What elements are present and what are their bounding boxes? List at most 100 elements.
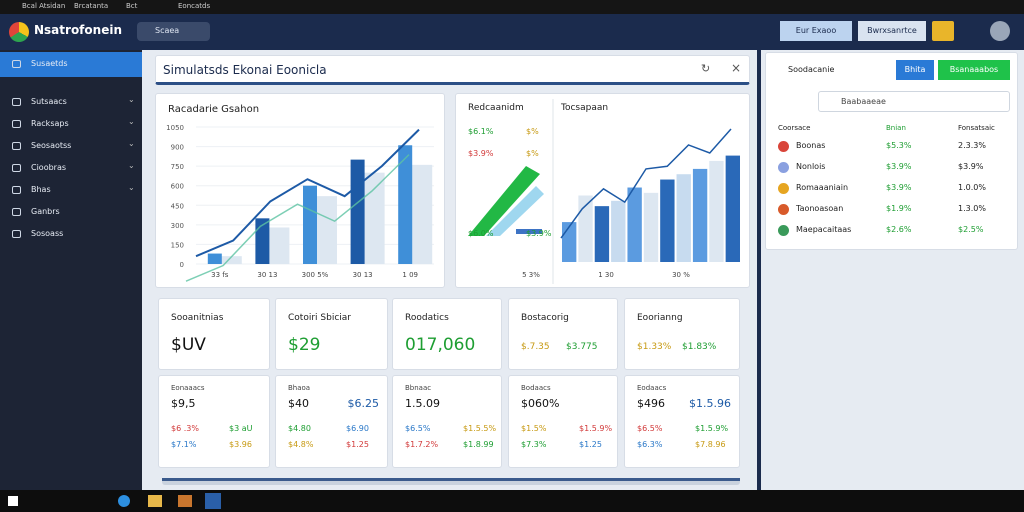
sidebar-item[interactable]: Racksaps ⌄ bbox=[0, 112, 142, 137]
app-icon[interactable] bbox=[118, 495, 130, 507]
kpi-small: $6 .3% bbox=[171, 424, 199, 433]
close-icon[interactable]: × bbox=[731, 61, 742, 75]
titlebar-text: Eoncatds bbox=[178, 2, 211, 10]
app-icon[interactable] bbox=[148, 495, 162, 507]
cell: $2.6% bbox=[886, 225, 912, 234]
titlebar: Bcal Atsidan Brcatanta Bct Eoncatds bbox=[0, 0, 1024, 14]
cell: Maepacaitaas bbox=[796, 225, 852, 234]
main-title: Simulatsds Ekonai Eoonicla bbox=[163, 63, 327, 77]
chevron: ⌄ bbox=[128, 161, 135, 170]
sidebar-item[interactable]: Bhas ⌄ bbox=[0, 178, 142, 203]
cell: 1.0.0% bbox=[958, 183, 986, 192]
kpi-small: $1.8.99 bbox=[463, 440, 494, 449]
row-icon bbox=[778, 183, 789, 194]
x-tick-label: 1 09 bbox=[402, 271, 418, 279]
label: $3.9% bbox=[468, 149, 494, 158]
kpi-small: $1.7.2% bbox=[405, 440, 439, 449]
icon-button[interactable] bbox=[932, 21, 954, 41]
app-icon[interactable] bbox=[205, 493, 221, 509]
sidebar-label: Sutsaacs bbox=[31, 97, 67, 106]
sidebar-item[interactable]: Sutsaacs ⌄ bbox=[0, 90, 142, 115]
button[interactable]: Bsanaaabos bbox=[938, 60, 1010, 80]
kpi-small: $1.25 bbox=[346, 440, 369, 449]
bar bbox=[315, 196, 337, 264]
bar bbox=[303, 185, 317, 264]
bar bbox=[410, 164, 433, 264]
cell: 1.3.0% bbox=[958, 204, 986, 213]
sidebar-label: Seosaotss bbox=[31, 141, 72, 150]
refresh-icon[interactable]: ↻ bbox=[701, 62, 711, 75]
taskbar bbox=[0, 490, 1024, 512]
column-header: Fonsatsaic bbox=[958, 124, 995, 132]
kpi-small: $6.3% bbox=[637, 440, 663, 449]
kpi-small: $1.5.9% bbox=[695, 424, 729, 433]
decoration bbox=[516, 229, 542, 234]
cell: $3.9% bbox=[886, 183, 912, 192]
bar bbox=[692, 168, 708, 262]
kpi-value: $9,5 bbox=[171, 397, 196, 410]
kpi-value: $40 bbox=[288, 397, 309, 410]
search-box[interactable]: Scaea bbox=[137, 22, 210, 41]
chevron: ⌄ bbox=[128, 183, 135, 192]
kpi-value: $29 bbox=[288, 335, 321, 355]
chart-title: Tocsapaan bbox=[560, 103, 608, 113]
start-icon[interactable] bbox=[8, 496, 18, 506]
sidebar-icon bbox=[12, 98, 21, 106]
x-tick-label: 5 3% bbox=[522, 271, 540, 279]
bar bbox=[660, 179, 675, 262]
button[interactable]: Bhita bbox=[896, 60, 934, 80]
cell: $3.9% bbox=[958, 162, 984, 171]
bar bbox=[725, 155, 740, 262]
chart-card: Redcaanidm Tocsapaan $6.1% $% $3.9% $% $6.0% $3… bbox=[455, 93, 750, 288]
kpi-title: Bodaacs bbox=[521, 384, 551, 392]
kpi-small: $4.8% bbox=[288, 440, 314, 449]
app-icon[interactable] bbox=[178, 495, 192, 507]
scrollbar[interactable] bbox=[162, 478, 740, 485]
bar bbox=[219, 256, 242, 264]
y-tick-label: 1050 bbox=[166, 124, 184, 132]
sidebar-label: Susaetds bbox=[31, 59, 68, 68]
button[interactable]: Bwrxsanrtce bbox=[858, 21, 926, 41]
y-tick-label: 300 bbox=[171, 222, 184, 230]
cell: $5.3% bbox=[886, 141, 912, 150]
search-box[interactable]: Baabaaeae bbox=[818, 91, 1010, 112]
avatar[interactable] bbox=[990, 21, 1010, 41]
titlebar-text: Brcatanta bbox=[74, 2, 109, 10]
sidebar-item[interactable]: Ganbrs bbox=[0, 200, 142, 225]
cell: $3.9% bbox=[886, 162, 912, 171]
bar bbox=[627, 187, 642, 262]
kpi-value: $UV bbox=[171, 335, 206, 355]
row-icon bbox=[778, 141, 789, 152]
panel-title: Soodacanie bbox=[788, 65, 835, 74]
column-header: Bnian bbox=[886, 124, 906, 132]
bar bbox=[709, 160, 724, 262]
chart-title: Redcaanidm bbox=[468, 103, 524, 113]
bar bbox=[350, 159, 365, 264]
sidebar-item[interactable]: Sosoass bbox=[0, 222, 142, 247]
kpi-title: Cotoiri Sbiciar bbox=[288, 313, 351, 323]
y-tick-label: 600 bbox=[171, 183, 184, 191]
sidebar-item[interactable]: Susaetds bbox=[0, 52, 142, 77]
kpi-title: Eoorianng bbox=[637, 313, 683, 323]
sidebar-label: Bhas bbox=[31, 185, 51, 194]
kpi-small: $7.3% bbox=[521, 440, 547, 449]
label: $% bbox=[526, 149, 539, 158]
kpi-title: Roodatics bbox=[405, 313, 449, 323]
kpi-card: Bbnaac 1.5.09 $6.5% $1.5.5% $1.7.2% $1.8.99 bbox=[392, 375, 502, 468]
bar bbox=[643, 192, 659, 262]
chevron: ⌄ bbox=[128, 117, 135, 126]
bar bbox=[267, 227, 290, 264]
decoration bbox=[468, 166, 540, 236]
sidebar-item[interactable]: Cioobras ⌄ bbox=[0, 156, 142, 181]
sidebar-item[interactable]: Seosaotss ⌄ bbox=[0, 134, 142, 159]
y-tick-label: 150 bbox=[171, 241, 184, 249]
kpi-title: Eonaaacs bbox=[171, 384, 205, 392]
kpi-value: $3.775 bbox=[566, 342, 598, 352]
chevron: ⌄ bbox=[128, 95, 135, 104]
kpi-value: $6.25 bbox=[347, 397, 380, 410]
button[interactable]: Eur Exaoo bbox=[780, 21, 852, 41]
kpi-small: $1.5% bbox=[521, 424, 547, 433]
sidebar-icon bbox=[12, 208, 21, 216]
sidebar-icon bbox=[12, 60, 21, 68]
